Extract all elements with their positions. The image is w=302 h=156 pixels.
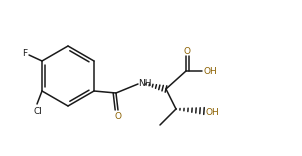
Text: OH: OH bbox=[205, 107, 219, 117]
Text: O: O bbox=[184, 46, 191, 56]
Text: F: F bbox=[22, 49, 27, 58]
Text: Cl: Cl bbox=[34, 107, 43, 115]
Text: NH: NH bbox=[138, 78, 152, 88]
Text: O: O bbox=[114, 112, 121, 120]
Text: OH: OH bbox=[203, 66, 217, 76]
